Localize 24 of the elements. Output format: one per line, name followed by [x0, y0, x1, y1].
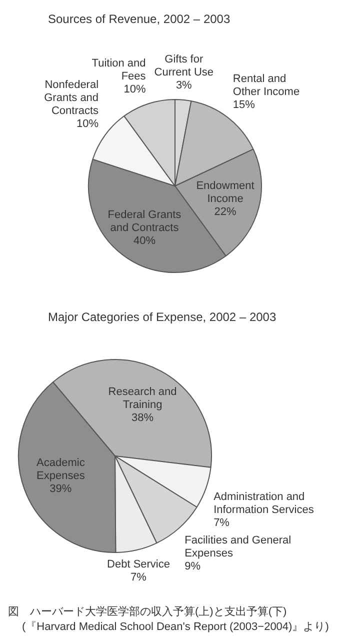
data-label: 10%	[124, 84, 146, 96]
data-label: 9%	[184, 560, 201, 572]
slice-label: Debt Service	[107, 558, 170, 570]
slice-label: Facilities and General Expenses	[184, 534, 292, 560]
slice-label: Research and Training	[108, 386, 177, 412]
data-label: 7%	[214, 517, 230, 530]
data-label: 10%	[76, 118, 99, 130]
slice-label: Administration and Information Services	[214, 491, 314, 516]
slice-label: Endowment Income	[196, 180, 254, 205]
data-label: 3%	[176, 79, 192, 92]
text: 図 ハーバード大学医学部の収入予算(上)と支出予算(下)	[8, 604, 288, 619]
chart-title: Sources of Revenue, 2002 – 2003	[47, 11, 232, 26]
slice-label: Academic Expenses	[36, 457, 86, 482]
chart-title: Major Categories of Expense, 2002 – 2003	[47, 309, 278, 324]
data-label: 40%	[133, 235, 156, 248]
slice-label: Gifts for Current Use	[154, 53, 214, 78]
data-label: 15%	[232, 98, 256, 111]
data-label: 22%	[214, 206, 236, 218]
slice-label: Rental and Other Income	[232, 72, 300, 98]
data-label: 38%	[132, 412, 154, 424]
slice-label: Federal Grants and Contracts	[108, 209, 182, 234]
text: (『Harvard Medical School Dean's Report (2003−2004)』より)	[21, 620, 330, 634]
data-label: 39%	[50, 483, 72, 496]
data-label: 7%	[130, 571, 147, 584]
